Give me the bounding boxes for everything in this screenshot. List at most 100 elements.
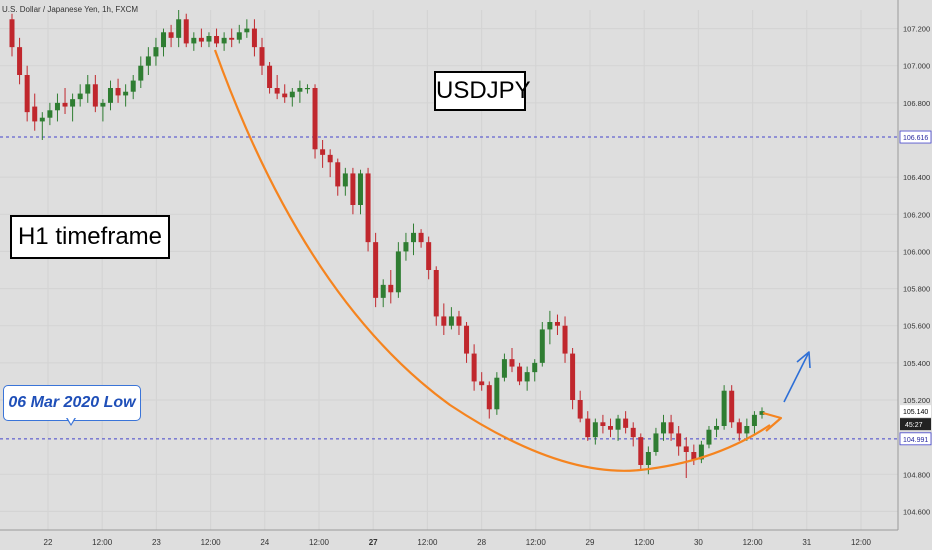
candle-body: [251, 28, 257, 48]
candle-body: [304, 88, 310, 90]
curve-arrowhead: [762, 411, 783, 432]
price-tick-label: 106.800: [903, 99, 930, 108]
candle-body: [100, 102, 106, 107]
price-axis[interactable]: 107.200 107.000 106.800 106.400 106.200 106.0…: [903, 25, 930, 517]
time-tick-label: 12:00: [309, 538, 330, 547]
time-tick-label: 23: [152, 538, 161, 547]
candle-body: [107, 88, 113, 103]
time-tick-label: 31: [802, 538, 811, 547]
curve-arrowhead-shape: [762, 411, 783, 432]
price-tick-label: 104.800: [903, 470, 930, 479]
candle-body: [638, 437, 644, 465]
candle-body: [229, 37, 235, 40]
candle-body: [585, 418, 591, 438]
price-tick-label: 107.000: [903, 62, 930, 71]
price-tick-label: 106.000: [903, 247, 930, 256]
time-tick-label: 29: [586, 538, 595, 547]
time-tick-label: 27: [369, 538, 378, 547]
candle-body: [85, 84, 91, 94]
candle-body: [729, 390, 735, 423]
last-price-text: 105.140: [903, 409, 928, 416]
candle-body: [24, 75, 30, 113]
candle-body: [653, 433, 659, 452]
candle-body: [327, 154, 333, 163]
candle-body: [221, 37, 227, 44]
symbol-label-box: USDJPY: [434, 71, 531, 111]
candle-body: [441, 316, 447, 326]
candle-body: [471, 353, 477, 382]
candle-body: [312, 88, 318, 150]
symbol-header: U.S. Dollar / Japanese Yen, 1h, FXCM: [2, 5, 139, 14]
candle-body: [176, 19, 182, 38]
price-tick-label: 104.600: [903, 507, 930, 516]
callout-pointer-fill: [67, 417, 75, 424]
candle-body: [706, 429, 712, 445]
candle-body: [524, 372, 530, 382]
candle-body: [411, 232, 417, 243]
price-tags: 106.616 104.991 105.140 45:27: [899, 130, 932, 446]
candle-body: [509, 359, 515, 367]
price-tick-label: 107.200: [903, 25, 930, 34]
candle-body: [115, 88, 121, 96]
candle-body: [130, 80, 136, 92]
time-tick-label: 30: [694, 538, 703, 547]
candle-body: [168, 32, 174, 38]
candle-body: [92, 84, 98, 107]
candle-body: [342, 173, 348, 187]
candle-body: [532, 362, 538, 373]
candle-body: [289, 91, 295, 98]
candle-body: [448, 316, 454, 326]
candle-body: [282, 93, 288, 98]
candle-body: [191, 37, 197, 44]
time-tick-label: 12:00: [851, 538, 872, 547]
candle-body: [433, 270, 439, 317]
candle-body: [577, 400, 583, 419]
countdown-text: 45:27: [905, 422, 923, 429]
candle-body: [153, 47, 159, 57]
time-tick-label: 28: [477, 538, 486, 547]
price-tick-label: 106.400: [903, 173, 930, 182]
candle-body: [350, 173, 356, 205]
candle-body: [517, 366, 523, 382]
time-tick-label: 12:00: [526, 538, 547, 547]
candle-body: [736, 422, 742, 434]
candle-series: [9, 10, 765, 478]
price-tick-label: 105.200: [903, 396, 930, 405]
candle-body: [267, 65, 273, 88]
candle-body: [395, 251, 401, 293]
time-axis[interactable]: 22 12:00 23 12:00 24 12:00 27 12:00 28 12:00 29 12:…: [44, 538, 872, 547]
level-tag-resistance: [899, 130, 932, 144]
candle-body: [592, 422, 598, 438]
candle-body: [668, 422, 674, 434]
countdown-tag: [900, 418, 931, 431]
candle-body: [615, 418, 621, 430]
candle-body: [47, 110, 53, 118]
time-tick-label: 22: [44, 538, 53, 547]
candle-body: [661, 422, 667, 434]
candle-body: [17, 47, 23, 75]
candle-body: [600, 422, 606, 426]
candle-body: [547, 322, 553, 330]
candle-body: [183, 19, 189, 44]
candle-body: [274, 88, 280, 94]
candle-body: [562, 325, 568, 354]
candle-body: [630, 427, 636, 438]
candle-body: [380, 284, 386, 298]
candle-body: [357, 173, 363, 205]
candle-body: [744, 426, 750, 434]
candle-body: [494, 377, 500, 410]
time-tick-label: 12:00: [201, 538, 222, 547]
callout-label: 06 Mar 2020 Low: [3, 385, 141, 421]
candle-body: [138, 65, 144, 81]
time-tick-label: 12:00: [92, 538, 113, 547]
candle-body: [554, 322, 560, 326]
candle-body: [645, 452, 651, 465]
candle-body: [456, 316, 462, 326]
candle-body: [418, 232, 424, 243]
candle-body: [721, 390, 727, 426]
candle-body: [32, 106, 38, 122]
last-price-tag: [900, 405, 931, 418]
candle-body: [539, 329, 545, 363]
candle-body: [486, 385, 492, 410]
candle-body: [320, 149, 326, 155]
